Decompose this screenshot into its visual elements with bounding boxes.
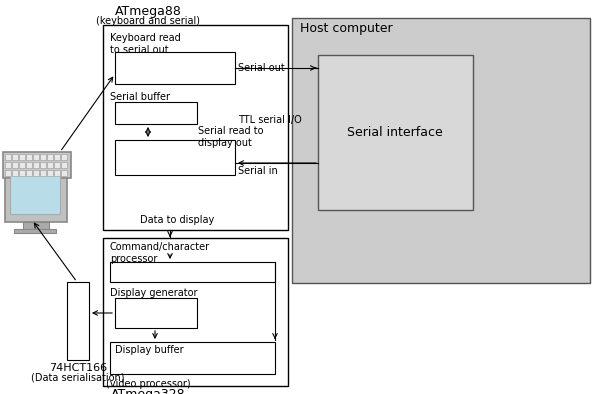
Bar [10,174,60,214]
Bar [47,154,53,160]
Bar [40,170,46,176]
Bar [5,170,11,176]
Text: Serial read to
display out: Serial read to display out [198,126,263,148]
Bar [61,170,67,176]
Text: (Data serialisation): (Data serialisation) [31,373,125,383]
Bar [5,162,11,168]
Bar [47,170,53,176]
Text: (keyboard and serial): (keyboard and serial) [96,16,200,26]
Bar [12,170,18,176]
Bar [26,170,32,176]
Bar [33,154,39,160]
Bar [103,25,288,230]
Text: Serial out: Serial out [238,63,285,73]
Bar [110,262,275,282]
Text: Display generator: Display generator [110,288,197,298]
Text: (video processor): (video processor) [106,379,190,389]
Bar [40,162,46,168]
Bar [19,154,25,160]
Bar [19,170,25,176]
Bar [61,154,67,160]
Bar [61,162,67,168]
Bar [26,154,32,160]
Bar [103,238,288,386]
Bar [115,52,235,84]
Bar [292,18,590,283]
Bar [5,154,11,160]
Text: 74HCT166: 74HCT166 [49,363,107,373]
Bar [14,229,56,233]
Bar [67,282,89,360]
Bar [115,298,197,328]
Text: Serial in: Serial in [238,166,278,176]
Bar [115,140,235,175]
Bar [40,154,46,160]
Bar [3,152,71,178]
Text: TTL serial I/O: TTL serial I/O [238,115,302,125]
Text: Serial buffer: Serial buffer [110,92,170,102]
Bar [33,170,39,176]
Bar [47,162,53,168]
Bar [33,162,39,168]
Bar [110,342,275,374]
Text: ATmega328: ATmega328 [110,388,185,394]
Bar [12,162,18,168]
Text: ATmega88: ATmega88 [115,5,181,18]
Bar [19,162,25,168]
Text: Command/character
processor: Command/character processor [110,242,210,264]
Bar [5,170,67,222]
Text: Serial interface: Serial interface [347,126,443,139]
Bar [26,162,32,168]
Bar [318,55,473,210]
Bar [23,222,49,229]
Bar [54,170,60,176]
Bar [115,102,197,124]
Text: Host computer: Host computer [300,22,392,35]
Bar [12,154,18,160]
Text: Data to display: Data to display [140,215,214,225]
Text: Keyboard read
to serial out: Keyboard read to serial out [110,33,181,55]
Text: Display buffer: Display buffer [115,345,184,355]
Bar [54,162,60,168]
Bar [54,154,60,160]
